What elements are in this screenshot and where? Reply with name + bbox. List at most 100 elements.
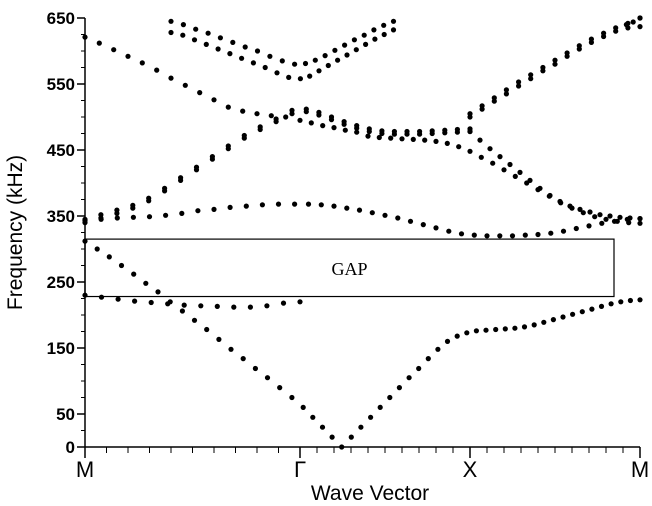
data-point bbox=[292, 201, 298, 207]
data-point bbox=[146, 214, 153, 220]
data-point bbox=[211, 206, 217, 212]
data-point bbox=[576, 43, 582, 49]
data-point bbox=[376, 134, 382, 141]
data-point bbox=[491, 95, 497, 101]
data-point bbox=[342, 127, 348, 133]
data-point bbox=[139, 60, 145, 66]
data-point bbox=[365, 133, 371, 139]
data-point bbox=[215, 46, 221, 52]
data-point bbox=[630, 19, 636, 25]
gap-annotation: GAP bbox=[84, 238, 615, 298]
data-point bbox=[339, 444, 345, 450]
y-tick-label: 350 bbox=[47, 207, 75, 226]
data-point bbox=[217, 35, 223, 41]
data-point bbox=[637, 24, 643, 30]
data-point bbox=[310, 414, 316, 420]
data-point bbox=[592, 214, 598, 220]
data-point bbox=[264, 303, 270, 309]
data-point bbox=[478, 154, 484, 160]
data-point bbox=[195, 208, 201, 214]
x-axis-title: Wave Vector bbox=[311, 482, 429, 505]
data-point bbox=[303, 106, 309, 112]
data-points bbox=[82, 15, 643, 450]
data-point bbox=[193, 26, 199, 32]
data-point bbox=[319, 424, 326, 430]
data-point bbox=[608, 301, 614, 307]
y-tick-label: 50 bbox=[56, 405, 75, 424]
data-point bbox=[493, 326, 499, 333]
y-tick-label: 0 bbox=[66, 438, 75, 457]
y-tick-label: 450 bbox=[47, 141, 75, 160]
data-point bbox=[168, 29, 174, 36]
data-point bbox=[484, 233, 490, 239]
data-point bbox=[308, 120, 314, 126]
data-point bbox=[257, 124, 263, 130]
data-point bbox=[204, 326, 210, 333]
data-point bbox=[407, 218, 414, 224]
data-point bbox=[111, 47, 117, 53]
data-point bbox=[182, 82, 188, 88]
data-point bbox=[454, 126, 460, 133]
data-point bbox=[503, 91, 509, 97]
data-point bbox=[289, 107, 295, 113]
data-point bbox=[388, 135, 394, 141]
data-point bbox=[416, 365, 422, 372]
data-point bbox=[209, 154, 215, 160]
data-point bbox=[377, 404, 383, 410]
data-point bbox=[130, 214, 136, 220]
data-point bbox=[280, 300, 287, 306]
data-point bbox=[240, 356, 246, 362]
data-point bbox=[586, 223, 592, 229]
data-point bbox=[348, 434, 354, 440]
data-point bbox=[356, 207, 363, 213]
data-point bbox=[312, 57, 318, 63]
x-tick-label: M bbox=[631, 457, 649, 482]
data-point bbox=[442, 127, 448, 133]
data-point bbox=[613, 25, 619, 31]
data-point bbox=[607, 213, 613, 219]
data-point bbox=[289, 394, 295, 401]
data-point bbox=[517, 169, 523, 175]
data-point bbox=[587, 209, 593, 215]
data-point bbox=[597, 212, 603, 218]
data-point bbox=[178, 175, 184, 181]
data-point bbox=[264, 375, 271, 381]
data-point bbox=[483, 327, 489, 333]
data-point bbox=[501, 167, 507, 173]
data-point bbox=[420, 222, 426, 228]
data-point bbox=[307, 73, 313, 79]
data-point bbox=[626, 220, 632, 226]
data-point bbox=[502, 326, 508, 332]
data-point bbox=[228, 346, 234, 352]
x-tick-label: Γ bbox=[294, 457, 306, 482]
data-point bbox=[211, 97, 217, 103]
data-point bbox=[454, 333, 460, 339]
data-point bbox=[351, 37, 357, 43]
data-point bbox=[464, 330, 470, 336]
data-point bbox=[516, 79, 522, 85]
data-point bbox=[114, 215, 120, 221]
data-point bbox=[118, 262, 125, 269]
data-point bbox=[344, 205, 350, 211]
data-point bbox=[368, 414, 374, 420]
data-point bbox=[143, 280, 149, 286]
data-point bbox=[316, 68, 322, 74]
data-point bbox=[203, 41, 209, 48]
data-point bbox=[477, 137, 483, 143]
data-point bbox=[618, 299, 624, 305]
data-point bbox=[381, 31, 387, 38]
data-point bbox=[316, 109, 322, 115]
y-axis-title: Frequency (kHz) bbox=[4, 155, 27, 310]
data-point bbox=[250, 60, 256, 66]
data-point bbox=[503, 87, 509, 93]
data-point bbox=[82, 292, 88, 298]
data-point bbox=[598, 303, 605, 309]
data-point bbox=[230, 39, 236, 46]
data-point bbox=[567, 203, 573, 209]
data-point bbox=[354, 129, 360, 135]
data-point bbox=[254, 48, 261, 54]
data-point bbox=[391, 128, 397, 135]
data-point bbox=[82, 34, 88, 40]
data-point bbox=[358, 424, 364, 430]
data-point bbox=[115, 296, 121, 302]
